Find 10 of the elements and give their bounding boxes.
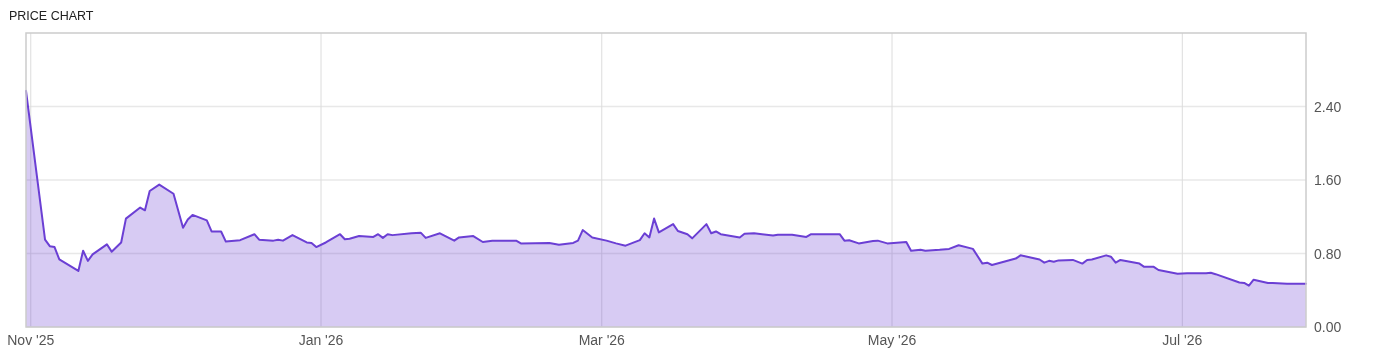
y-tick-label: 0.80 — [1314, 245, 1342, 262]
x-tick-label: Jul '26 — [1162, 332, 1203, 348]
x-tick-label: Jan '26 — [298, 332, 344, 348]
x-tick-label: Nov '25 — [7, 332, 55, 348]
chart-title: PRICE CHART — [9, 9, 94, 23]
y-tick-label: 1.60 — [1314, 172, 1342, 188]
x-tick-label: May '26 — [867, 332, 917, 348]
y-tick-label: 0.00 — [1314, 319, 1342, 335]
y-tick-label: 2.40 — [1314, 98, 1342, 115]
x-tick-label: Mar '26 — [578, 332, 626, 348]
